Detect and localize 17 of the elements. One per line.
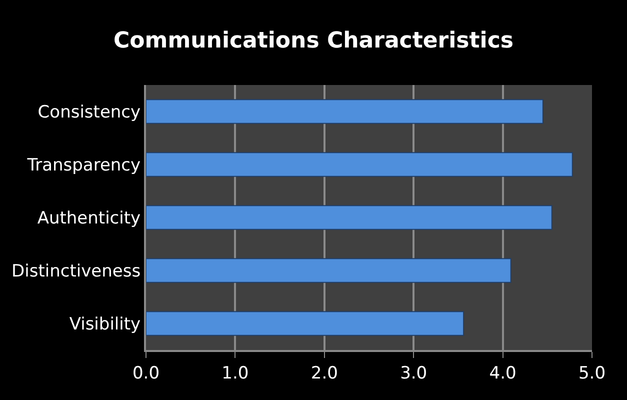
x-tick-label: 4.0 <box>489 363 516 384</box>
bar <box>146 258 512 283</box>
x-tick-label: 1.0 <box>222 363 249 384</box>
y-tick-label: Authenticity <box>37 208 141 228</box>
x-tick-label: 5.0 <box>578 363 606 384</box>
y-tick-label: Distinctiveness <box>12 261 141 282</box>
bar <box>146 152 573 177</box>
y-tick-label: Transparency <box>26 155 141 176</box>
x-tick-label: 0.0 <box>132 363 160 384</box>
y-tick-label: Visibility <box>69 314 141 334</box>
chart-title: Communications Characteristics <box>114 28 514 54</box>
bar <box>146 205 552 230</box>
y-tick-label: Consistency <box>38 102 141 122</box>
bar <box>146 99 544 124</box>
x-tick-label: 3.0 <box>400 363 428 384</box>
x-tick-label: 2.0 <box>310 363 338 384</box>
bar <box>146 311 464 336</box>
